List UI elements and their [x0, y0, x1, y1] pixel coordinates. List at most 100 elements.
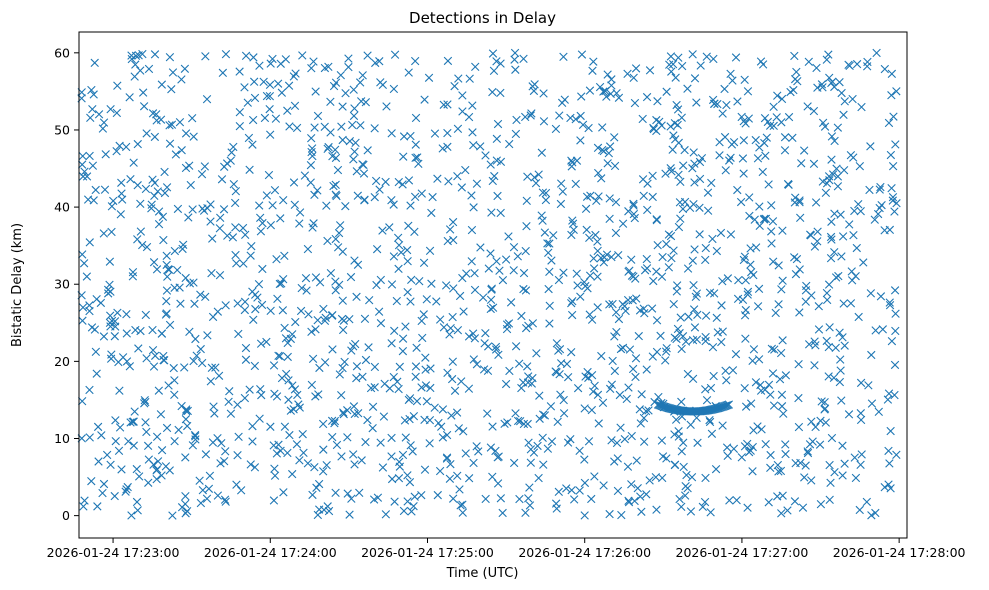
data-point	[846, 299, 856, 308]
data-point	[349, 85, 358, 94]
data-point	[740, 75, 749, 84]
data-point	[488, 49, 498, 58]
data-point	[268, 201, 277, 210]
data-point	[486, 304, 495, 314]
data-point	[241, 355, 251, 364]
data-point	[97, 431, 106, 440]
data-point	[370, 124, 379, 133]
data-point	[554, 487, 563, 497]
data-point	[141, 397, 150, 407]
data-point	[852, 243, 861, 253]
data-point	[458, 508, 467, 517]
data-point	[526, 458, 536, 467]
data-point	[352, 167, 361, 176]
data-point	[872, 48, 881, 58]
data-point	[840, 341, 849, 350]
data-point	[458, 107, 467, 116]
data-point	[283, 106, 292, 115]
data-point	[114, 357, 123, 367]
data-point	[207, 363, 217, 373]
data-point	[630, 213, 639, 223]
data-point	[141, 418, 150, 427]
data-point	[857, 450, 866, 459]
data-point	[631, 372, 640, 382]
data-point	[627, 271, 637, 280]
data-point	[113, 308, 122, 317]
data-point	[706, 508, 715, 517]
data-point	[273, 294, 282, 304]
data-point	[112, 147, 121, 156]
data-point	[201, 52, 210, 61]
data-point	[358, 71, 367, 80]
data-point	[581, 372, 590, 381]
data-point	[831, 273, 841, 282]
data-point	[359, 169, 369, 178]
data-point	[105, 257, 115, 266]
data-point	[154, 219, 164, 229]
y-tick-label: 60	[54, 45, 70, 60]
data-point	[581, 204, 591, 214]
data-point	[481, 494, 490, 504]
data-point	[751, 135, 760, 145]
data-point	[585, 233, 594, 242]
data-point	[165, 53, 175, 62]
data-point	[886, 150, 896, 160]
data-point	[690, 74, 700, 83]
data-point	[490, 171, 499, 181]
data-point	[840, 459, 849, 468]
data-point	[443, 142, 452, 152]
data-point	[712, 313, 721, 323]
data-point	[599, 481, 608, 490]
data-point	[177, 401, 186, 411]
data-point	[607, 380, 617, 389]
data-point	[331, 234, 340, 244]
data-point	[551, 124, 561, 134]
data-point	[91, 347, 101, 356]
data-point	[335, 370, 344, 379]
data-point	[464, 112, 474, 122]
data-point	[662, 239, 671, 249]
data-point	[439, 100, 448, 109]
data-point	[419, 310, 428, 319]
data-point	[290, 200, 299, 209]
data-point	[545, 319, 554, 328]
data-point	[79, 502, 88, 511]
data-point	[493, 119, 503, 129]
data-point	[769, 121, 778, 131]
data-point	[827, 433, 837, 443]
data-point	[677, 113, 686, 122]
data-point	[379, 412, 389, 421]
y-tick-label: 40	[54, 200, 70, 215]
data-point	[715, 151, 724, 160]
data-point	[568, 296, 577, 306]
data-point	[774, 261, 783, 270]
data-point	[726, 153, 735, 162]
data-point	[532, 349, 541, 358]
data-point	[226, 409, 236, 418]
data-point	[681, 337, 691, 346]
data-point	[708, 342, 718, 352]
data-point	[337, 390, 346, 400]
data-point	[241, 230, 250, 239]
data-point	[767, 344, 777, 353]
data-point	[240, 305, 250, 315]
data-point	[446, 323, 455, 333]
data-point	[693, 310, 702, 320]
data-point	[680, 145, 689, 155]
data-point	[496, 88, 505, 98]
data-point	[703, 206, 713, 215]
data-point	[291, 69, 300, 78]
data-point	[740, 252, 750, 261]
data-point	[790, 253, 799, 262]
data-point	[472, 179, 482, 188]
data-point	[308, 354, 318, 363]
data-point	[162, 296, 171, 306]
data-point	[509, 243, 519, 252]
y-tick-label: 0	[62, 508, 70, 523]
data-point	[270, 471, 280, 480]
data-point	[309, 57, 318, 66]
data-point	[607, 81, 616, 90]
data-point	[410, 227, 419, 236]
data-point	[728, 366, 738, 375]
data-point	[249, 77, 259, 86]
